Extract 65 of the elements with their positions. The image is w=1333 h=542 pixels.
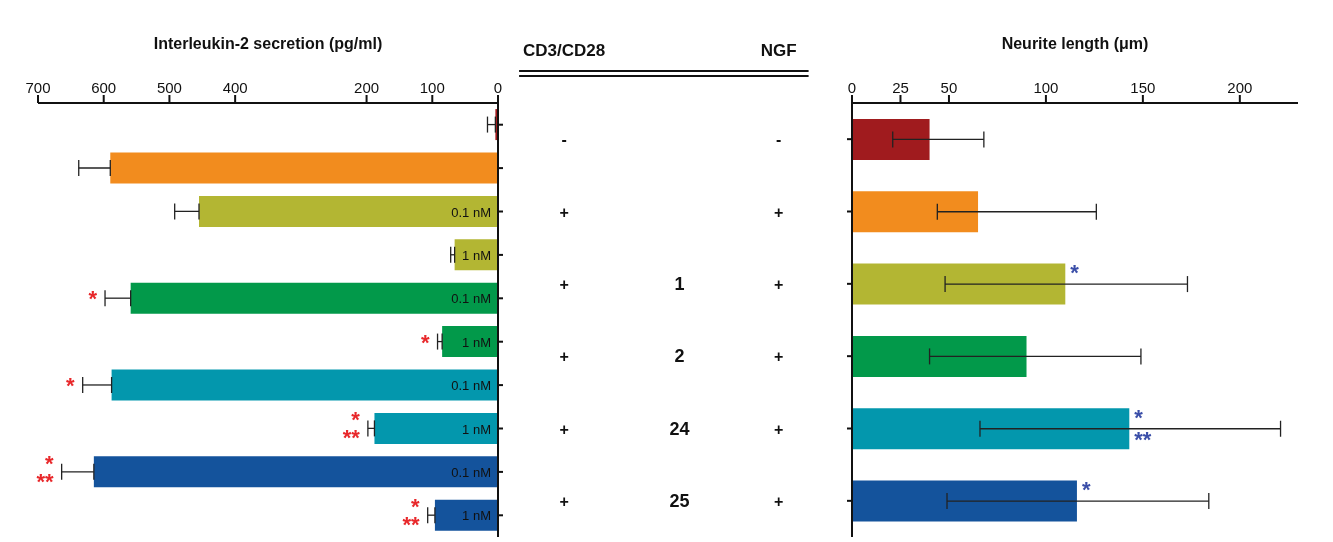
text: - <box>775 131 782 149</box>
y-tick-label: 1 nM <box>462 508 491 524</box>
text: + <box>773 348 784 366</box>
bar <box>374 412 498 444</box>
text: 24 <box>669 418 690 439</box>
y-tick-label: 0.1 nM <box>451 378 491 394</box>
x-tick-label: 100 <box>1033 79 1059 96</box>
bar <box>852 480 1077 522</box>
text: + <box>559 492 569 510</box>
text: + <box>559 275 569 293</box>
bar <box>852 118 930 160</box>
x-tick-label: 100 <box>419 79 445 96</box>
x-tick-label: 0 <box>493 79 503 96</box>
x-tick-label: 400 <box>222 79 248 96</box>
x-tick-label: 700 <box>25 79 51 96</box>
text: 1 <box>674 273 685 294</box>
text: - <box>561 131 567 149</box>
bar <box>454 239 498 271</box>
x-tick-label: 25 <box>892 79 909 96</box>
bar <box>199 195 498 227</box>
x-tick-label: 0 <box>847 79 857 96</box>
y-tick-label: 0.1 nM <box>451 204 491 220</box>
bar <box>130 282 498 314</box>
x-axis-title: Interleukin-2 secretion (pg/ml) <box>153 35 383 53</box>
bar <box>852 263 1066 305</box>
y-tick-label: 0.1 nM <box>451 291 491 307</box>
x-tick-label: 200 <box>354 79 380 96</box>
y-tick-label: 1 nM <box>462 421 491 437</box>
text: + <box>773 203 784 221</box>
text: + <box>559 348 569 366</box>
text: + <box>773 420 784 438</box>
data-label: * ** <box>1134 404 1152 452</box>
x-tick-label: 600 <box>91 79 117 96</box>
bar <box>434 499 498 531</box>
bar <box>93 456 498 488</box>
x-axis-title: Neurite length (μm) <box>1001 35 1149 53</box>
data-label: * ** <box>402 494 421 538</box>
text: 2 <box>674 346 685 367</box>
x-tick-label: 500 <box>156 79 182 96</box>
data-label: * <box>1070 260 1080 286</box>
y-tick-label: 1 nM <box>462 334 491 350</box>
bar <box>852 191 979 233</box>
text: 25 <box>669 490 690 511</box>
bar <box>110 152 498 184</box>
x-tick-label: 150 <box>1130 79 1156 96</box>
y-tick-label: 1 nM <box>462 247 491 263</box>
data-label: * <box>420 329 430 355</box>
data-label: * <box>1081 477 1091 503</box>
y-tick-label: 0.1 nM <box>451 464 491 480</box>
text: + <box>773 275 784 293</box>
data-label: * ** <box>342 407 361 451</box>
x-tick-label: 200 <box>1227 79 1253 96</box>
data-label: * <box>66 372 76 398</box>
category-label: CD3/CD28 <box>523 41 606 60</box>
bar <box>852 408 1130 450</box>
text: + <box>559 420 569 438</box>
bar <box>852 335 1027 377</box>
bar <box>111 369 498 401</box>
data-label: * ** <box>36 450 55 494</box>
bar <box>442 326 498 358</box>
text: + <box>773 492 784 510</box>
category-label: NGF <box>760 41 797 60</box>
data-label: * <box>88 286 98 312</box>
text: + <box>559 203 569 221</box>
x-tick-label: 50 <box>940 79 958 96</box>
